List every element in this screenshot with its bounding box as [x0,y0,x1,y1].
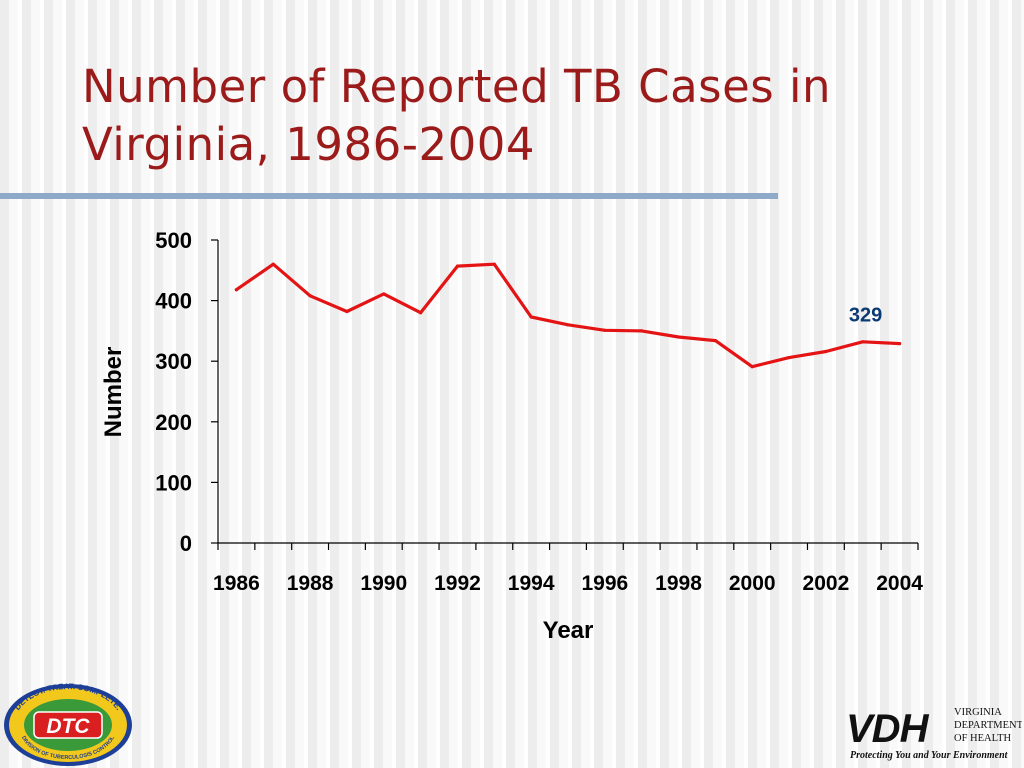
y-tick-label: 300 [155,349,192,374]
data-point [640,329,644,333]
vdh-logo-line3: OF HEALTH [954,733,1011,744]
data-point [419,311,423,315]
dtc-logo: DETECT. TREAT. COMPLETE. DIVISION OF TUB… [4,682,132,766]
y-axis-label: Number [100,347,127,438]
line-chart: 0 100 200 300 400 500 1986 1988 1990 1992 1994 199… [100,228,923,644]
y-tick-label: 200 [155,410,192,435]
title-divider [0,193,778,199]
data-point [824,349,828,354]
data-point [603,328,607,332]
vdh-logo-line2: DEPARTMENT [954,720,1022,731]
x-tick-label: 1992 [434,572,481,595]
data-point [492,262,496,266]
y-tick-label: 100 [155,470,192,495]
y-tick-label: 0 [180,531,192,556]
x-tick-label: 1988 [287,572,334,595]
vdh-logo-line1: VIRGINIA [954,707,1002,718]
data-point [234,288,239,292]
data-point [566,323,570,327]
data-point [308,294,312,298]
data-point [787,355,791,360]
y-axis: 0 100 200 300 400 500 [155,228,219,556]
x-tick-label: 1994 [508,572,555,595]
title-line-2: Virginia, 1986-2004 [82,118,536,171]
data-point [455,264,460,268]
x-tick-label: 2004 [876,572,923,595]
data-point [861,340,865,344]
series-line [234,262,902,369]
x-tick-label: 1996 [581,572,628,595]
data-point [676,335,681,339]
data-point [529,315,533,319]
vdh-logo: VDH VIRGINIA DEPARTMENT OF HEALTH Protec… [846,707,1022,761]
vdh-logo-mark: VDH [846,707,930,751]
data-point [382,292,386,296]
last-value-annotation: 329 [849,305,882,327]
x-axis-label: Year [543,617,594,644]
title-line-1: Number of Reported TB Cases in [82,60,832,113]
data-point [750,365,754,369]
y-tick-label: 400 [155,289,192,314]
slide-title: Number of Reported TB Cases in Virginia,… [82,58,982,174]
x-tick-label: 1986 [213,572,260,595]
data-point [345,309,349,314]
vdh-logo-tagline: Protecting You and Your Environment [850,750,1009,761]
series-group [234,262,902,369]
x-tick-label: 1990 [360,572,407,595]
x-tick-label: 1998 [655,572,702,595]
data-point [271,262,275,266]
data-point [897,342,902,346]
x-tick-label: 2000 [729,572,776,595]
y-tick-label: 500 [155,228,192,253]
x-axis: 1986 1988 1990 1992 1994 1996 1998 2000 2002 2004 [213,542,923,595]
x-tick-label: 2002 [803,572,850,595]
data-point [713,338,717,343]
dtc-logo-text: DTC [46,715,90,738]
